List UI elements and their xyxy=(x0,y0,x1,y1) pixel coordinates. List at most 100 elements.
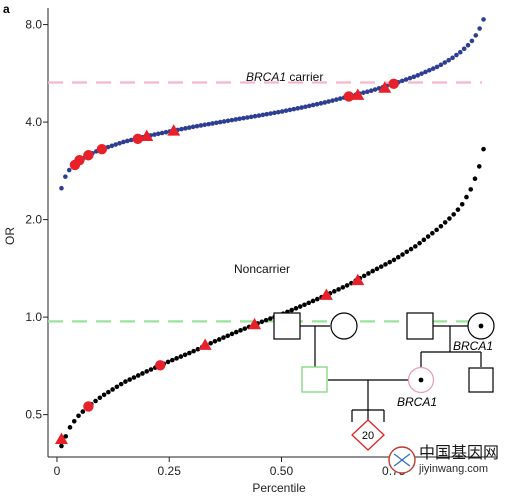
pedigree-male-symbol xyxy=(406,312,434,340)
carrier-point xyxy=(202,122,208,128)
noncarrier-point xyxy=(118,381,124,387)
carrier-point xyxy=(303,104,308,110)
carrier-point xyxy=(229,117,235,123)
noncarrier-point xyxy=(216,337,222,342)
noncarrier-point xyxy=(289,307,294,313)
highlighted-circle-point xyxy=(132,133,143,145)
y-tick-label: 1.0 xyxy=(25,310,42,324)
noncarrier-point xyxy=(344,283,350,288)
pedigree-label-brca1-lower: BRCA1 xyxy=(397,395,437,409)
highlighted-triangle-point xyxy=(378,81,392,93)
carrier-point xyxy=(454,52,459,58)
carrier-point xyxy=(272,110,277,116)
carrier-point xyxy=(245,115,250,120)
noncarrier-point xyxy=(425,234,431,239)
pedigree-proband-number: 20 xyxy=(362,430,374,442)
highlighted-circle-point xyxy=(83,401,94,412)
highlighted-triangle-point xyxy=(319,288,333,300)
carrier-point xyxy=(337,96,343,101)
noncarrier-point xyxy=(268,316,273,321)
highlighted-circle-point xyxy=(343,91,355,102)
noncarrier-point xyxy=(212,338,218,344)
noncarrier-point xyxy=(225,333,231,339)
noncarrier-point xyxy=(127,377,132,382)
y-tick-label: 4.0 xyxy=(25,115,42,129)
carrier-label-rest: carrier xyxy=(286,70,323,84)
noncarrier-point xyxy=(131,375,137,380)
noncarrier-point xyxy=(233,329,239,335)
carrier-point xyxy=(314,101,320,107)
noncarrier-point xyxy=(242,326,248,331)
noncarrier-point xyxy=(97,395,103,401)
carrier-point xyxy=(446,57,451,63)
carrier-point xyxy=(306,103,312,109)
carrier-point xyxy=(241,115,246,121)
noncarrier-point xyxy=(76,413,81,419)
pedigree-diagram: 20 BRCA1 BRCA1 xyxy=(273,312,495,451)
noncarrier-point xyxy=(174,356,179,361)
carrier-point xyxy=(66,167,72,173)
noncarrier-point xyxy=(106,389,111,395)
carrier-label-gene: BRCA1 xyxy=(246,70,286,84)
highlighted-triangle-point xyxy=(248,317,262,330)
noncarrier-point xyxy=(408,246,414,252)
carrier-point xyxy=(279,109,285,114)
highlighted-circle-point xyxy=(96,143,108,155)
noncarrier-point xyxy=(71,418,77,424)
pedigree-affected-male-symbol xyxy=(301,366,328,393)
highlighted-triangle-point xyxy=(198,338,212,350)
noncarrier-point xyxy=(101,392,107,398)
noncarrier-point xyxy=(340,285,346,290)
noncarrier-point xyxy=(293,306,299,311)
noncarrier-point xyxy=(366,271,371,276)
noncarrier-point xyxy=(332,289,337,294)
carrier-point xyxy=(264,111,269,117)
carrier-point xyxy=(124,138,130,144)
noncarrier-point xyxy=(447,216,452,221)
noncarrier-point xyxy=(451,212,456,217)
carrier-point xyxy=(155,131,161,137)
noncarrier-point xyxy=(421,237,427,243)
carrier-point xyxy=(368,88,374,94)
carrier-point xyxy=(450,55,455,61)
carrier-point xyxy=(276,109,281,115)
carrier-point xyxy=(330,98,335,103)
noncarrier-point xyxy=(170,357,175,363)
carrier-point xyxy=(403,77,409,82)
noncarrier-point xyxy=(383,262,388,267)
carrier-point xyxy=(295,106,300,111)
carrier-point xyxy=(152,132,157,137)
carrier-series-label: BRCA1 carrier xyxy=(246,70,323,84)
carrier-point xyxy=(128,137,134,143)
carrier-point xyxy=(326,99,331,104)
noncarrier-point xyxy=(459,201,465,207)
noncarrier-point xyxy=(195,346,201,352)
noncarrier-point xyxy=(123,379,128,384)
noncarrier-point xyxy=(140,371,145,376)
noncarrier-point xyxy=(306,300,312,306)
noncarrier-point xyxy=(302,302,307,308)
noncarrier-point xyxy=(413,244,418,249)
carrier-point xyxy=(473,33,479,38)
noncarrier-point xyxy=(400,252,405,257)
noncarrier-point xyxy=(395,254,401,260)
noncarrier-point xyxy=(404,249,410,255)
noncarrier-point xyxy=(135,373,141,378)
noncarrier-point xyxy=(314,296,320,302)
noncarrier-point xyxy=(387,259,393,265)
carrier-point xyxy=(63,174,68,179)
noncarrier-point xyxy=(80,409,86,414)
carrier-point xyxy=(210,121,215,126)
y-tick-label: 8.0 xyxy=(25,18,42,32)
carrier-point xyxy=(198,123,204,128)
watermark-url: jiyinwang.com xyxy=(418,463,488,475)
highlighted-circle-point xyxy=(83,150,94,161)
carrier-point xyxy=(310,102,316,108)
carrier-point xyxy=(423,69,428,75)
noncarrier-point xyxy=(144,369,150,374)
x-tick-label: 0 xyxy=(54,464,61,478)
x-tick-label: 0.25 xyxy=(158,464,182,478)
noncarrier-series-label: Noncarrier xyxy=(234,262,290,276)
carrier-point xyxy=(411,74,417,80)
carrier-point xyxy=(434,64,440,70)
